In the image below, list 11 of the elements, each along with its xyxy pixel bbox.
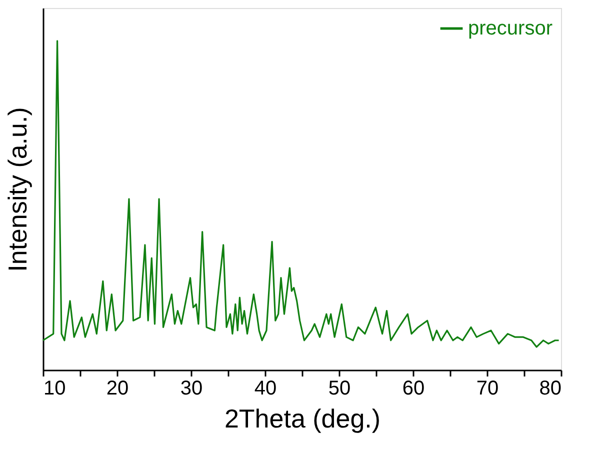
x-tick-label: 70 <box>476 378 499 400</box>
x-tick-label: 80 <box>539 378 562 400</box>
x-axis-title: 2Theta (deg.) <box>224 404 381 434</box>
x-tick-label: 10 <box>44 378 66 400</box>
x-tick-label: 30 <box>180 378 203 400</box>
x-tick-label: 60 <box>402 378 425 400</box>
legend-label: precursor <box>468 18 553 40</box>
x-tick-label: 20 <box>106 378 129 400</box>
x-tick-label: 50 <box>328 378 351 400</box>
x-tick-label: 40 <box>254 378 277 400</box>
y-axis-title: Intensity (a.u.) <box>2 107 32 272</box>
